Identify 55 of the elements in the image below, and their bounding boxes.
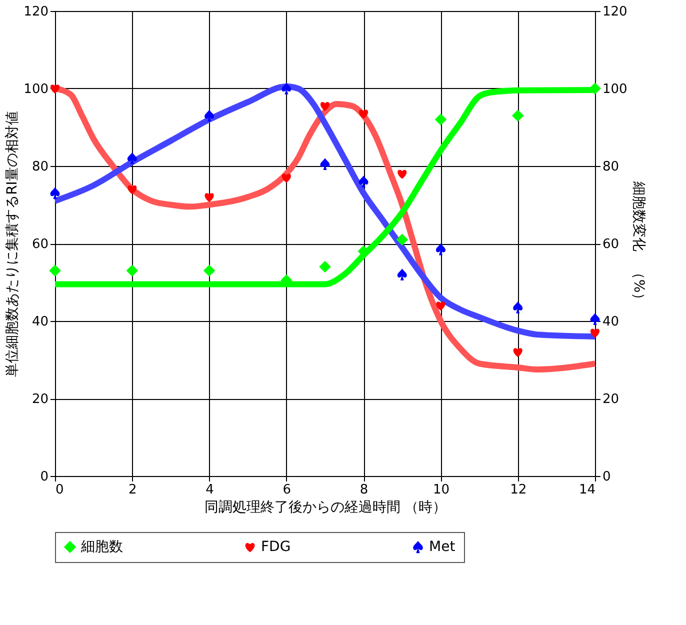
point <box>436 302 446 311</box>
y-tick-label: 20 <box>32 392 48 407</box>
y2-tick-label: 100 <box>602 82 628 97</box>
y-tick-label: 80 <box>32 160 48 174</box>
point <box>513 302 523 314</box>
y-axis-title: 単位細胞数あたりに集積するRI量の相対値 <box>4 111 21 377</box>
y2-tick-label: 120 <box>602 4 628 20</box>
y-tick-label: 0 <box>40 470 48 484</box>
y-tick-label: 120 <box>24 4 48 20</box>
y2-tick-label: 0 <box>602 470 611 484</box>
point <box>203 264 216 277</box>
point <box>396 234 408 246</box>
point <box>50 187 60 200</box>
point <box>589 82 601 94</box>
y2-axis-title: 細胞数変化 （%） <box>630 180 646 307</box>
point <box>398 170 407 179</box>
y2-tick-label: 60 <box>602 237 620 252</box>
point <box>49 264 61 277</box>
point <box>127 152 137 164</box>
y2-tick-label: 40 <box>602 314 620 330</box>
point <box>320 158 330 170</box>
point <box>397 268 407 280</box>
point <box>282 82 292 94</box>
x-tick-label: 8 <box>360 482 368 498</box>
legend-label: Met <box>429 539 456 555</box>
point <box>512 110 524 122</box>
x-tick-label: 14 <box>578 482 596 498</box>
x-tick-label: 10 <box>432 482 450 498</box>
y2-tick-label: 80 <box>602 160 620 174</box>
point <box>359 110 368 119</box>
point <box>204 193 214 202</box>
x-tick-label: 2 <box>128 482 137 498</box>
point <box>282 174 291 183</box>
x-tick-label: 6 <box>282 482 292 498</box>
point <box>320 102 330 111</box>
y2-tick-label: 20 <box>602 392 620 407</box>
x-tick-label: 0 <box>56 482 64 498</box>
point <box>128 185 137 194</box>
point <box>590 313 600 325</box>
point <box>513 348 522 358</box>
point <box>434 114 447 126</box>
x-axis-title: 同調処理終了後からの経過時間 （時） <box>204 500 447 516</box>
x-tick-label: 4 <box>206 482 214 498</box>
point <box>358 176 368 188</box>
y-tick-label: 60 <box>32 237 48 252</box>
point <box>126 264 138 277</box>
x-tick-label: 12 <box>510 482 527 498</box>
legend-label: 細胞数 <box>80 539 123 555</box>
y-tick-label: 100 <box>24 82 48 97</box>
point <box>204 110 214 122</box>
point <box>590 328 600 338</box>
point <box>436 243 446 256</box>
legend-label: FDG <box>261 539 291 555</box>
y-tick-label: 40 <box>32 314 48 330</box>
point <box>319 260 331 273</box>
